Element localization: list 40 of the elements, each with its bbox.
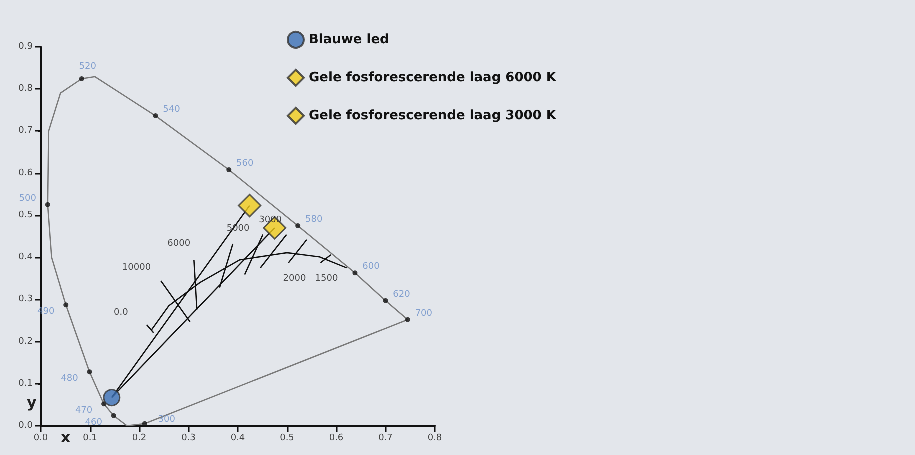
x-tick-label: 0.3: [182, 434, 196, 444]
annotation: 500: [19, 194, 37, 204]
y-tick-label: 0.6: [18, 168, 34, 178]
annotation: 300: [158, 414, 176, 425]
y-tick-label: 0.0: [18, 421, 34, 431]
annotation: 540: [163, 105, 181, 116]
annotation: 470: [75, 406, 93, 416]
x-tick-label: 0.4: [230, 434, 246, 444]
annotation: 580: [305, 214, 323, 225]
y-tick-label: 0.4: [18, 252, 34, 263]
x-tick-label: 0.1: [83, 434, 98, 444]
annotation: 480: [61, 374, 79, 384]
x-tick-label: 0.5: [280, 434, 294, 444]
annotation: 700: [415, 308, 433, 319]
y-tick-label: 0.1: [18, 378, 33, 389]
annotation: 620: [393, 290, 411, 300]
y-tick-label: 0.7: [18, 126, 33, 136]
annotation: 6000: [168, 239, 191, 250]
legend-label: Gele fosforescerende laag 3000 K: [309, 108, 558, 124]
x-tick-label: 0.8: [428, 434, 442, 444]
legend-label: Gele fosforescerende laag 6000 K: [309, 70, 558, 86]
y-tick-label: 0.5: [18, 210, 33, 220]
annotation: 600: [362, 262, 380, 272]
annotation: 1500: [315, 274, 338, 284]
annotation: 10000: [122, 263, 152, 274]
y-tick-label: 0.3: [18, 294, 33, 305]
x-tick-label: 0.2: [132, 434, 147, 444]
x-axis-title: x: [61, 428, 71, 446]
y-tick-label: 0.9: [18, 42, 34, 52]
x-tick-label: 0.0: [34, 434, 48, 444]
legend-label: Blauwe led: [309, 32, 390, 48]
y-tick-label: 0.2: [18, 336, 33, 347]
y-tick-label: 0.8: [18, 84, 34, 94]
x-tick-label: 0.7: [378, 434, 393, 444]
annotation: 560: [236, 158, 254, 169]
annotation: 520: [79, 62, 97, 72]
annotation: 2000: [283, 274, 306, 284]
x-tick-label: 0.6: [329, 434, 344, 444]
y-axis-title: y: [27, 394, 37, 412]
annotation: 0.0: [114, 308, 129, 318]
